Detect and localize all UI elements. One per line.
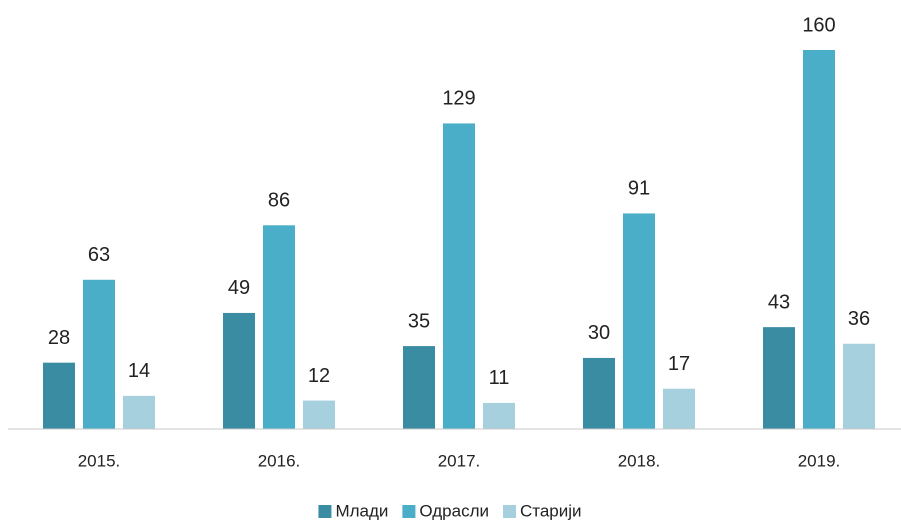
value-label: 28 [48,327,70,349]
x-tick-label: 2017. [438,451,481,470]
bar [303,400,335,429]
x-tick-label: 2016. [258,451,301,470]
bar [663,388,695,429]
bar [583,357,615,429]
value-label: 63 [88,244,110,266]
bar [123,395,155,429]
value-label: 35 [408,310,430,332]
value-label: 43 [768,291,790,313]
bar [843,343,875,429]
bar [623,213,655,429]
bar [763,327,795,429]
legend-swatch [318,505,332,518]
bar [483,402,515,429]
legend-label: Одрасли [419,501,489,520]
x-tick-label: 2015. [78,451,121,470]
value-label: 36 [848,308,870,330]
value-label: 30 [588,322,610,344]
value-label: 86 [268,190,290,212]
legend-label: Старији [520,501,582,520]
x-tick-label: 2019. [798,451,841,470]
bar [263,225,295,429]
legend-swatch [502,505,516,518]
value-label: 11 [489,367,510,389]
x-tick-label: 2018. [618,451,661,470]
value-label: 160 [802,14,835,36]
bar [803,50,835,429]
legend-swatch [402,505,416,518]
value-label: 12 [308,365,330,387]
value-label: 129 [442,88,475,110]
bar [43,362,75,429]
value-label: 17 [668,353,690,375]
legend-label: Млади [335,501,388,520]
value-label: 91 [628,178,650,200]
bar [223,312,255,429]
bar [83,279,115,429]
bar [443,123,475,430]
value-label: 14 [128,360,150,382]
value-label: 49 [228,277,250,299]
bar [403,346,435,429]
